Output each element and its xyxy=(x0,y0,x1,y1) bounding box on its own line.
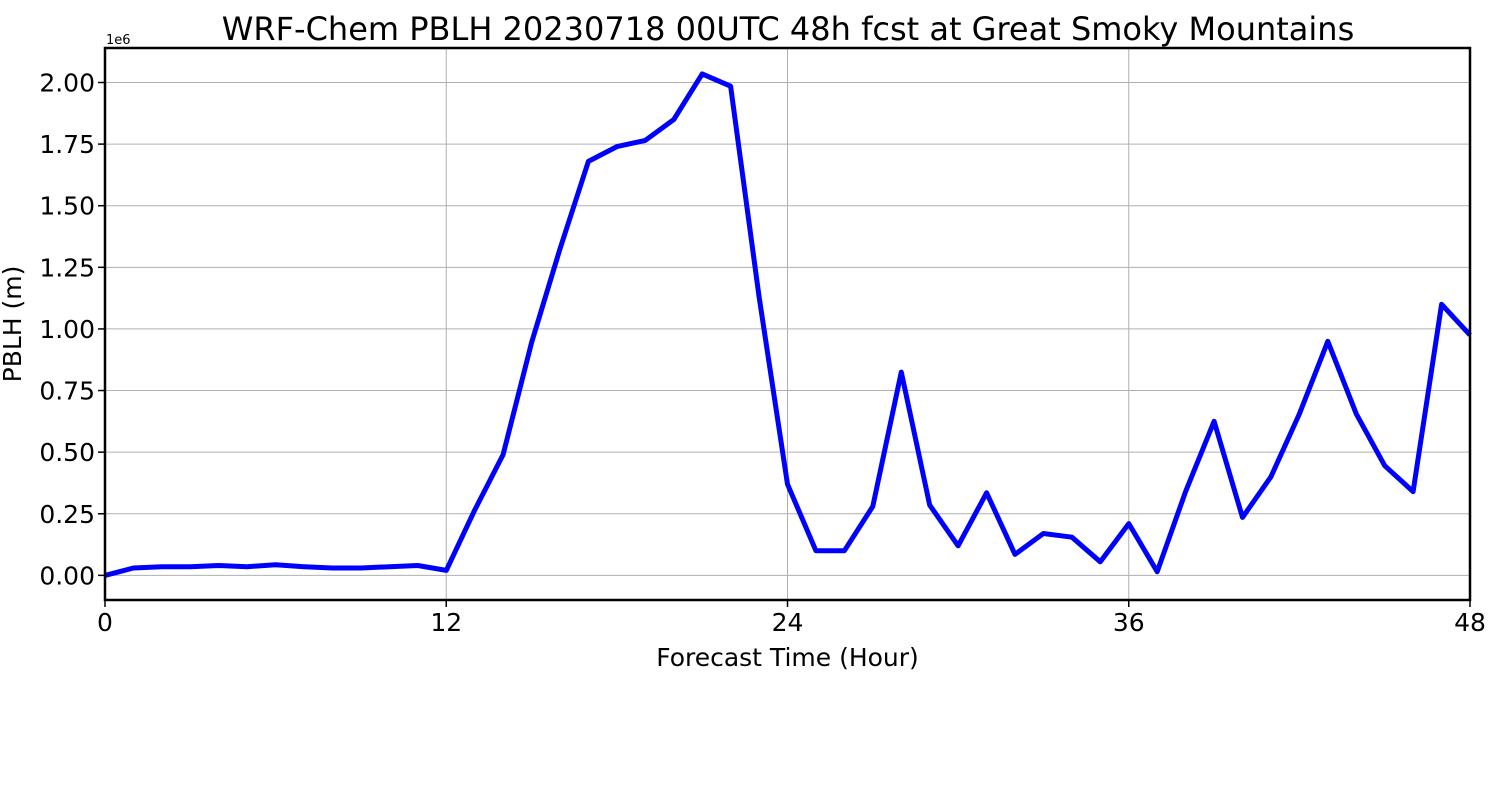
x-axis-ticks: 0 12 24 36 48 xyxy=(97,600,1486,637)
plot-frame xyxy=(103,46,1472,602)
chart-title: WRF-Chem PBLH 20230718 00UTC 48h fcst at… xyxy=(222,10,1355,48)
y-tick-label: 1.00 xyxy=(39,315,95,344)
x-tick-label: 12 xyxy=(430,608,462,637)
x-tick-label: 36 xyxy=(1113,608,1145,637)
y-tick-label: 1.75 xyxy=(39,130,95,159)
pblh-series-line xyxy=(104,71,1472,578)
grid-lines xyxy=(104,48,1471,600)
y-tick-label: 1.50 xyxy=(39,192,95,221)
x-tick-label: 48 xyxy=(1454,608,1486,637)
y-axis-ticks: 0.00 0.25 0.50 0.75 1.00 1.25 1.50 1.75 2.00 xyxy=(39,69,105,590)
x-axis-label: Forecast Time (Hour) xyxy=(656,643,919,672)
y-tick-label: 0.75 xyxy=(39,377,95,406)
y-tick-label: 0.25 xyxy=(39,500,95,529)
y-tick-label: 2.00 xyxy=(39,69,95,98)
x-tick-label: 24 xyxy=(772,608,804,637)
y-tick-label: 1.25 xyxy=(39,253,95,282)
y-tick-label: 0.00 xyxy=(39,561,95,590)
x-tick-label: 0 xyxy=(97,608,113,637)
y-tick-label: 0.50 xyxy=(39,438,95,467)
y-offset-label: 1e6 xyxy=(106,33,131,48)
y-axis-label: PBLH (m) xyxy=(0,266,27,383)
